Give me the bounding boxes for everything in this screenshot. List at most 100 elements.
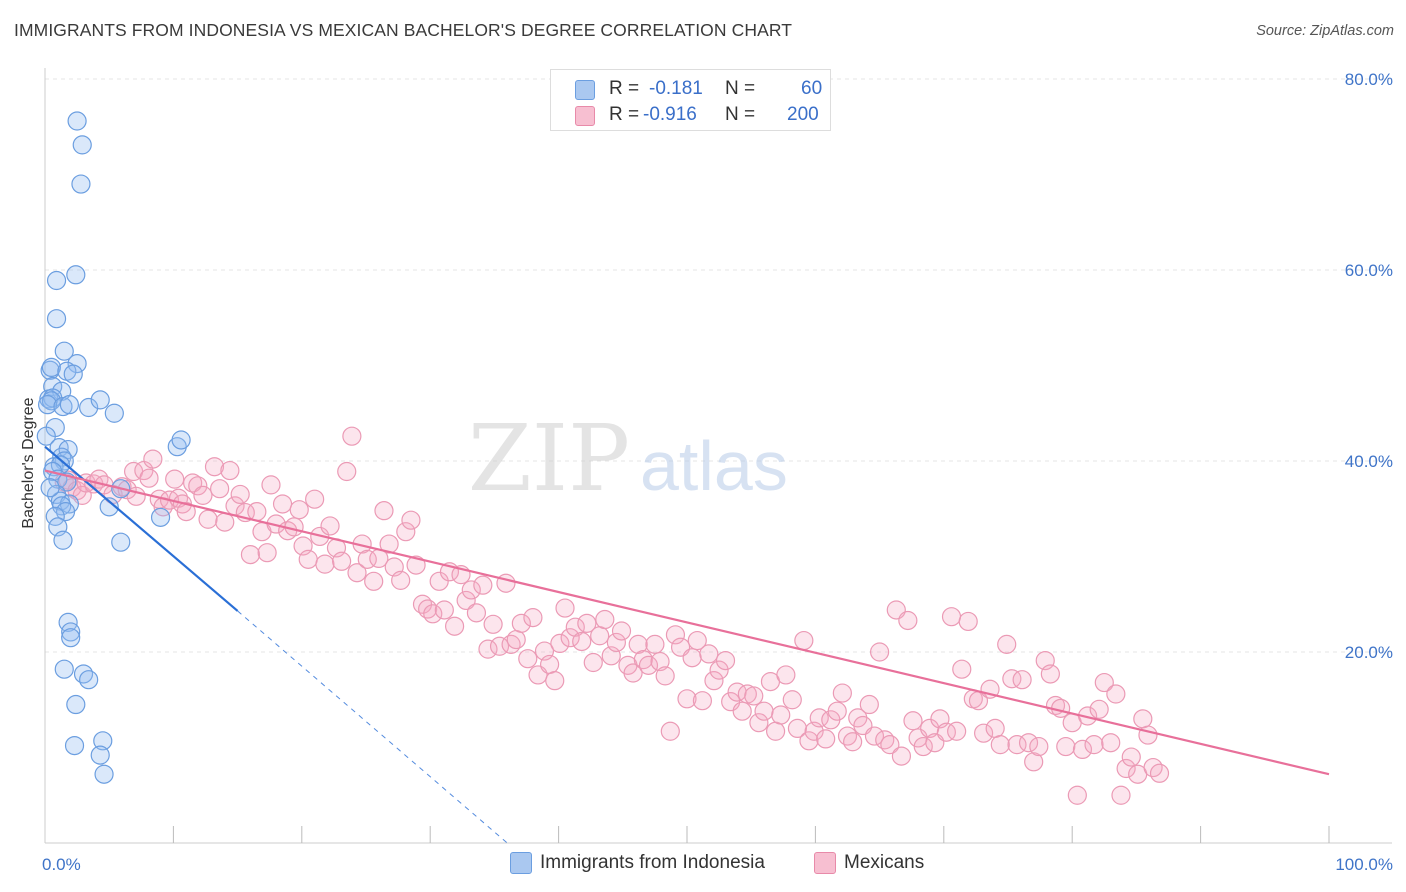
data-point-mexicans <box>139 468 159 488</box>
data-point-mexicans <box>1101 733 1121 753</box>
data-point-mexicans <box>379 534 399 554</box>
data-point-mexicans <box>320 516 340 536</box>
bottom-legend-swatch-mexicans <box>814 852 836 874</box>
data-point-indonesia <box>90 390 110 410</box>
data-point-mexicans <box>347 563 367 583</box>
data-point-mexicans <box>555 598 575 618</box>
data-point-mexicans <box>732 701 752 721</box>
y-tick-label: 80.0% <box>1345 70 1393 89</box>
grid-lines <box>45 78 1392 653</box>
bottom-legend-swatch-indonesia <box>510 852 532 874</box>
data-point-indonesia <box>61 622 81 642</box>
data-point-indonesia <box>73 664 94 684</box>
data-point-mexicans <box>650 651 670 672</box>
trend-line-mexicans <box>44 469 1330 776</box>
data-point-mexicans <box>660 721 680 741</box>
chart-title: IMMIGRANTS FROM INDONESIA VS MEXICAN BAC… <box>14 20 793 40</box>
data-point-indonesia <box>40 478 60 498</box>
data-point-mexicans <box>1094 672 1114 693</box>
data-point-mexicans <box>1072 739 1093 760</box>
data-point-mexicans <box>913 736 933 757</box>
data-point-mexicans <box>864 726 885 746</box>
data-point-mexicans <box>506 629 526 650</box>
data-point-mexicans <box>699 644 719 664</box>
data-point-indonesia <box>63 364 83 384</box>
data-point-mexicans <box>1121 747 1141 767</box>
data-point-mexicans <box>936 722 956 742</box>
trend-line-indonesia <box>44 445 239 612</box>
data-point-mexicans <box>230 484 250 505</box>
data-point-mexicans <box>204 457 225 477</box>
data-point-indonesia <box>37 395 58 415</box>
data-point-mexicans <box>511 613 531 633</box>
data-point-indonesia <box>104 403 124 423</box>
data-point-mexicans <box>483 614 503 634</box>
data-point-mexicans <box>210 479 230 499</box>
data-point-mexicans <box>859 694 879 715</box>
data-point-mexicans <box>577 613 597 633</box>
data-point-mexicans <box>709 660 729 680</box>
data-point-indonesia <box>66 694 86 715</box>
series-indonesia <box>36 111 191 784</box>
data-point-mexicans <box>687 630 707 651</box>
data-point-mexicans <box>606 632 626 653</box>
data-point-mexicans <box>444 616 465 636</box>
data-point-mexicans <box>143 449 163 469</box>
data-point-indonesia <box>46 309 67 329</box>
watermark-atlas: atlas <box>640 427 788 505</box>
tick-labels: 20.0% 40.0% 60.0% 80.0% 0.0% 100.0% <box>42 70 1393 874</box>
data-point-mexicans <box>816 729 836 749</box>
data-point-mexicans <box>628 634 648 654</box>
data-point-mexicans <box>315 554 335 574</box>
data-point-indonesia <box>67 111 87 131</box>
data-point-indonesia <box>53 530 73 550</box>
legend-n-value-mexicans: 200 <box>787 104 819 125</box>
data-point-indonesia <box>41 357 62 378</box>
data-point-mexicans <box>1018 733 1039 753</box>
data-point-mexicans <box>754 701 774 721</box>
data-point-mexicans <box>220 460 240 481</box>
data-point-indonesia <box>58 439 78 460</box>
legend-n-label: N = <box>725 78 756 99</box>
data-point-mexicans <box>461 580 481 600</box>
data-point-mexicans <box>1133 709 1153 729</box>
data-point-mexicans <box>715 650 736 671</box>
legend-r-label: R = <box>609 104 640 125</box>
data-point-mexicans <box>771 705 791 725</box>
data-point-indonesia <box>66 265 86 285</box>
data-point-mexicans <box>1084 735 1104 755</box>
data-point-mexicans <box>540 654 560 675</box>
data-point-mexicans <box>794 630 814 651</box>
y-tick-label: 40.0% <box>1345 452 1393 471</box>
data-point-mexicans <box>550 633 570 654</box>
data-point-mexicans <box>782 690 802 710</box>
data-point-mexicans <box>869 642 890 662</box>
data-point-mexicans <box>523 608 543 628</box>
data-point-mexicans <box>1002 669 1022 689</box>
data-point-mexicans <box>1111 785 1131 805</box>
data-point-mexicans <box>257 543 277 563</box>
data-point-mexicans <box>827 701 847 721</box>
data-point-mexicans <box>749 713 769 733</box>
source-label: Source: ZipAtlas.com <box>1256 23 1394 39</box>
data-point-mexicans <box>423 604 443 624</box>
data-point-mexicans <box>611 621 632 641</box>
x-tick-label: 0.0% <box>42 855 81 874</box>
data-point-mexicans <box>590 626 610 646</box>
data-point-mexicans <box>272 494 293 514</box>
data-point-mexicans <box>665 625 686 645</box>
data-point-mexicans <box>952 659 972 679</box>
data-point-mexicans <box>677 689 697 709</box>
legend-swatch-indonesia <box>575 80 595 100</box>
data-point-mexicans <box>623 663 643 683</box>
data-point-mexicans <box>903 711 923 731</box>
data-point-mexicans <box>692 691 713 711</box>
data-point-mexicans <box>1149 763 1170 783</box>
data-point-mexicans <box>997 634 1017 654</box>
data-point-mexicans <box>466 603 487 623</box>
data-point-indonesia <box>79 670 99 690</box>
data-point-mexicans <box>1024 752 1044 772</box>
data-point-mexicans <box>193 485 213 505</box>
data-point-indonesia <box>94 764 114 784</box>
